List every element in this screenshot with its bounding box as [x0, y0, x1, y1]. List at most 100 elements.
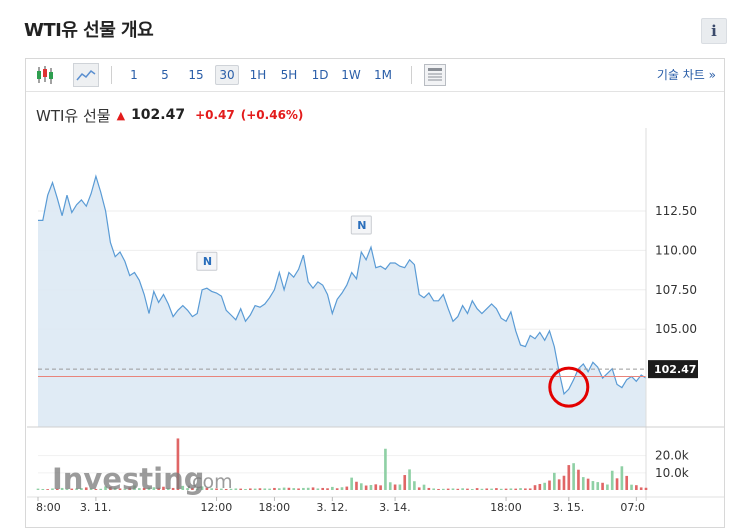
volume-bar [331, 486, 334, 490]
volume-bar [350, 477, 353, 490]
y-tick-label: 112.50 [655, 204, 697, 218]
news-event-marker-label: N [357, 219, 366, 232]
table-icon[interactable] [424, 64, 446, 86]
volume-bar [311, 487, 315, 490]
news-event-marker [350, 215, 372, 235]
volume-bar [171, 487, 175, 490]
interval-5h[interactable]: 5H [280, 68, 298, 82]
interval-1m[interactable]: 1M [374, 68, 392, 82]
volume-bar [205, 487, 209, 490]
volume-bar [297, 488, 300, 490]
volume-bar [403, 475, 407, 490]
volume-bar [495, 488, 498, 490]
volume-bar [528, 488, 532, 490]
volume-bar [244, 488, 247, 490]
interval-15[interactable]: 15 [188, 68, 204, 82]
x-tick-label: 3. 11. [80, 501, 112, 514]
volume-bar [65, 488, 69, 490]
candlestick-icon[interactable] [34, 64, 56, 86]
volume-bar [596, 482, 600, 490]
info-icon[interactable]: i [701, 18, 727, 44]
volume-bar [466, 488, 469, 490]
volume-bar [75, 488, 78, 490]
volume-bar [572, 463, 575, 490]
volume-bar [601, 482, 604, 490]
volume-bar [384, 448, 387, 490]
volume-bar [451, 488, 455, 490]
y-tick-label: 110.00 [655, 243, 697, 257]
interval-5[interactable]: 5 [161, 68, 169, 82]
volume-bar [417, 487, 421, 490]
volume-bar [118, 488, 122, 490]
volume-bar [123, 488, 127, 490]
x-tick-label: 12:00 [201, 501, 233, 514]
volume-bar [166, 488, 170, 490]
volume-bar [388, 482, 392, 490]
price-change-percent: (+0.46%) [240, 108, 304, 122]
volume-bar [94, 488, 98, 490]
volume-bar [606, 484, 609, 490]
volume-bar [364, 485, 368, 490]
volume-bar [316, 488, 320, 490]
x-tick-label: 18:00 [258, 501, 290, 514]
area-chart-icon[interactable] [73, 63, 99, 87]
volume-bar [475, 488, 479, 490]
volume-bar [210, 488, 214, 490]
volume-bar [326, 488, 329, 490]
interval-30[interactable]: 30 [215, 65, 239, 85]
volume-bar [138, 488, 141, 490]
x-tick-label: 07:0 [620, 501, 645, 514]
price-line [38, 174, 647, 396]
volume-bar [176, 438, 180, 490]
volume-bar [258, 488, 262, 490]
chart-toolbar: 1 5 15 30 1H 5H 1D 1W 1M [26, 59, 724, 92]
interval-1w[interactable]: 1W [341, 68, 361, 82]
volume-bar [422, 484, 426, 490]
volume-bar [306, 487, 310, 490]
interval-1d[interactable]: 1D [311, 68, 329, 82]
volume-bar [504, 488, 508, 490]
volume-bar [292, 488, 296, 490]
volume-bar [55, 488, 59, 490]
volume-bar [195, 488, 199, 490]
volume-bar [80, 488, 83, 490]
volume-bar [379, 485, 382, 490]
volume-bar [249, 488, 252, 490]
interval-1[interactable]: 1 [130, 68, 138, 82]
volume-bar [461, 488, 464, 490]
volume-bar [557, 479, 561, 490]
volume-bar [548, 480, 551, 490]
x-tick-label: 8:00 [36, 501, 61, 514]
volume-bar [359, 483, 363, 490]
volume-bar [277, 488, 281, 490]
volume-bar [625, 475, 629, 490]
interval-1h[interactable]: 1H [249, 68, 267, 82]
volume-bar [615, 478, 619, 490]
volume-bar [639, 487, 643, 490]
volume-bar [355, 481, 358, 490]
volume-bar [591, 481, 595, 490]
volume-bar [113, 487, 117, 490]
volume-bar [220, 488, 223, 490]
volume-bar [456, 488, 460, 490]
volume-bar [533, 485, 537, 490]
price-area-fill [38, 176, 646, 427]
volume-tick-label: 10.0k [655, 466, 689, 480]
news-event-marker-label: N [203, 255, 212, 268]
volume-bar [581, 477, 585, 490]
volume-bar [427, 487, 431, 490]
volume-bar [36, 488, 40, 490]
volume-bar [60, 487, 64, 490]
volume-bar [84, 487, 88, 490]
technical-chart-link[interactable]: 기술 차트 » [656, 68, 716, 82]
volume-bar [432, 488, 435, 490]
volume-bar [620, 466, 624, 490]
volume-bar [485, 488, 489, 490]
instrument-name: WTI유 선물 [36, 106, 111, 125]
x-tick-label: 3. 14. [379, 501, 411, 514]
volume-bar [287, 487, 291, 490]
volume-bar [273, 487, 276, 490]
volume-bar [480, 488, 484, 490]
volume-bar [630, 484, 633, 490]
